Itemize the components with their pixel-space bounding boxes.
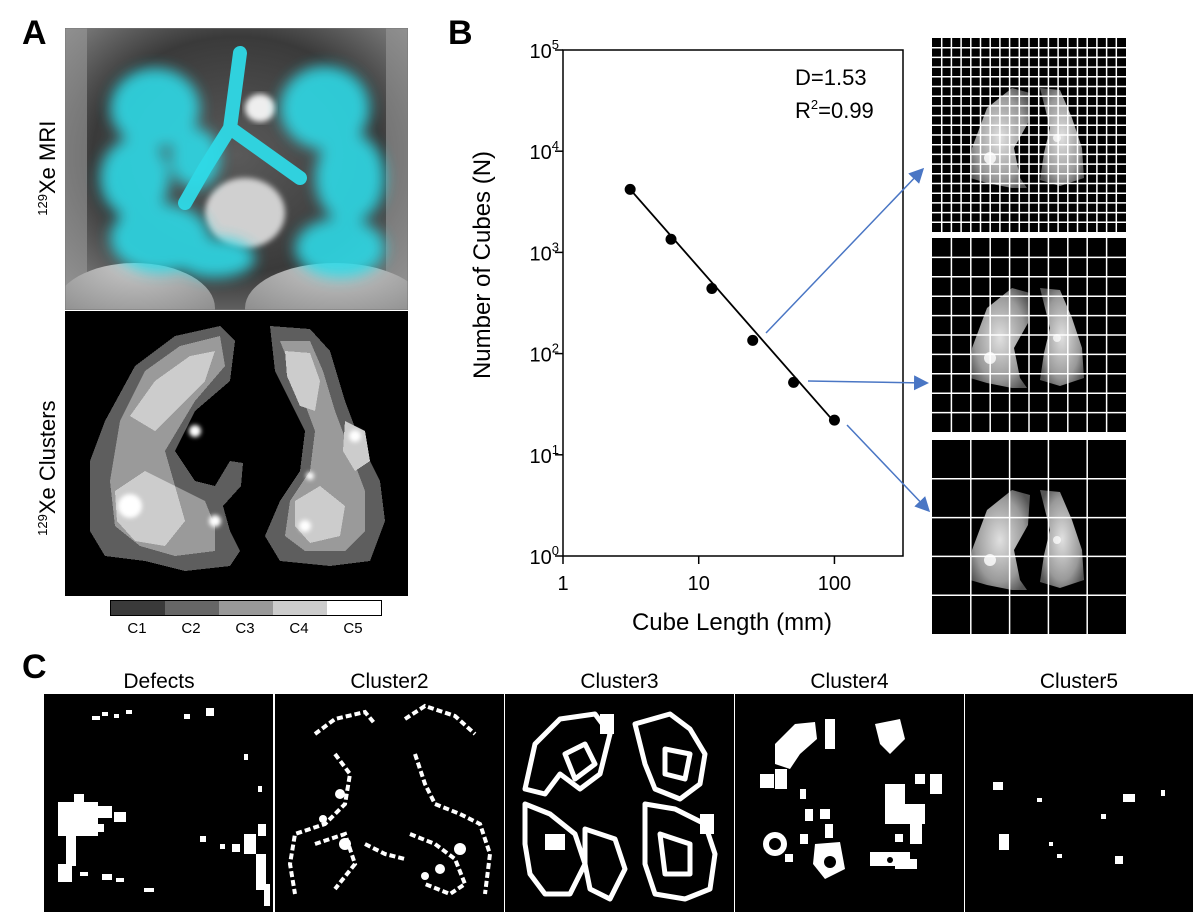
panel-letter-c: C [22, 648, 47, 686]
data-point [706, 282, 718, 294]
y-tick-base: 10 [530, 345, 552, 367]
chart-points [624, 183, 840, 426]
cluster-colorbar [110, 600, 382, 616]
y-tick-base: 10 [530, 243, 552, 265]
arrow-to-grid-medium [807, 375, 929, 391]
fit-line [629, 188, 836, 423]
x-tick-label: 1 [557, 573, 568, 595]
y-tick-exp: 0 [552, 543, 559, 558]
title-cluster2: Cluster2 [350, 670, 429, 693]
title-defects: Defects [123, 670, 195, 693]
annotation-r2: R2=0.99 [795, 97, 874, 123]
y-tick-label: 102 [530, 341, 559, 367]
data-point [624, 183, 636, 195]
arrow-to-grid-coarse [846, 424, 931, 513]
panel-letter-b: B [448, 14, 473, 52]
colorbar-label-c3: C3 [235, 620, 255, 637]
data-point [665, 233, 677, 245]
colorbar-label-c5: C5 [343, 620, 363, 637]
colorbar-label-c4: C4 [289, 620, 309, 637]
y-tick-exp: 2 [552, 341, 559, 356]
title-cluster3: Cluster3 [580, 670, 659, 693]
grid-image-20 [932, 38, 1126, 232]
y-tick-base: 10 [530, 142, 552, 164]
grid-image-5 [932, 440, 1126, 634]
y-tick-exp: 1 [552, 442, 559, 457]
y-tick-base: 10 [530, 446, 552, 468]
chart-axes [562, 49, 904, 557]
defects-map [44, 694, 273, 912]
data-point [747, 334, 759, 346]
mri-image [65, 28, 408, 310]
cluster4-map [735, 694, 964, 912]
y-tick-exp: 3 [552, 239, 559, 254]
y-tick-exp: 5 [552, 37, 559, 52]
annotation-r2-base: R [795, 98, 811, 123]
annotation-r2-value: =0.99 [818, 98, 874, 123]
data-point [788, 376, 800, 388]
x-tick-label: 100 [818, 573, 851, 595]
annotation-r2-exp: 2 [811, 97, 818, 112]
y-axis-label: Number of Cubes (N) [469, 151, 496, 379]
x-tick-label: 10 [688, 573, 710, 595]
colorbar-swatch-c5 [327, 601, 381, 615]
x-axis-label: Cube Length (mm) [632, 609, 832, 636]
y-tick-label: 105 [530, 37, 559, 63]
colorbar-swatch-c3 [219, 601, 273, 615]
title-cluster4: Cluster4 [810, 670, 889, 693]
y-tick-label: 101 [530, 442, 559, 468]
annotation-d: D=1.53 [795, 65, 867, 90]
y-tick-base: 10 [530, 41, 552, 63]
plot-frame [562, 49, 904, 557]
title-cluster5: Cluster5 [1039, 670, 1119, 693]
colorbar-swatch-c1 [111, 601, 165, 615]
colorbar-label-c2: C2 [181, 620, 201, 637]
grid-images [932, 38, 1126, 634]
y-tick-label: 100 [530, 543, 559, 569]
y-tick-exp: 4 [552, 138, 559, 153]
cluster5-map [965, 694, 1193, 912]
grid-image-10 [932, 238, 1126, 432]
cluster2-map [275, 694, 504, 912]
clusters-image [65, 311, 408, 596]
colorbar-swatch-c2 [165, 601, 219, 615]
y-tick-base: 10 [530, 547, 552, 569]
panel-letter-a: A [22, 14, 47, 52]
y-tick-label: 104 [530, 138, 559, 164]
colorbar-label-c1: C1 [127, 620, 147, 637]
data-point [828, 414, 840, 426]
cluster3-map [505, 694, 734, 912]
arrow-to-grid-fine [765, 167, 925, 334]
colorbar-swatch-c4 [273, 601, 327, 615]
y-tick-label: 103 [530, 239, 559, 265]
